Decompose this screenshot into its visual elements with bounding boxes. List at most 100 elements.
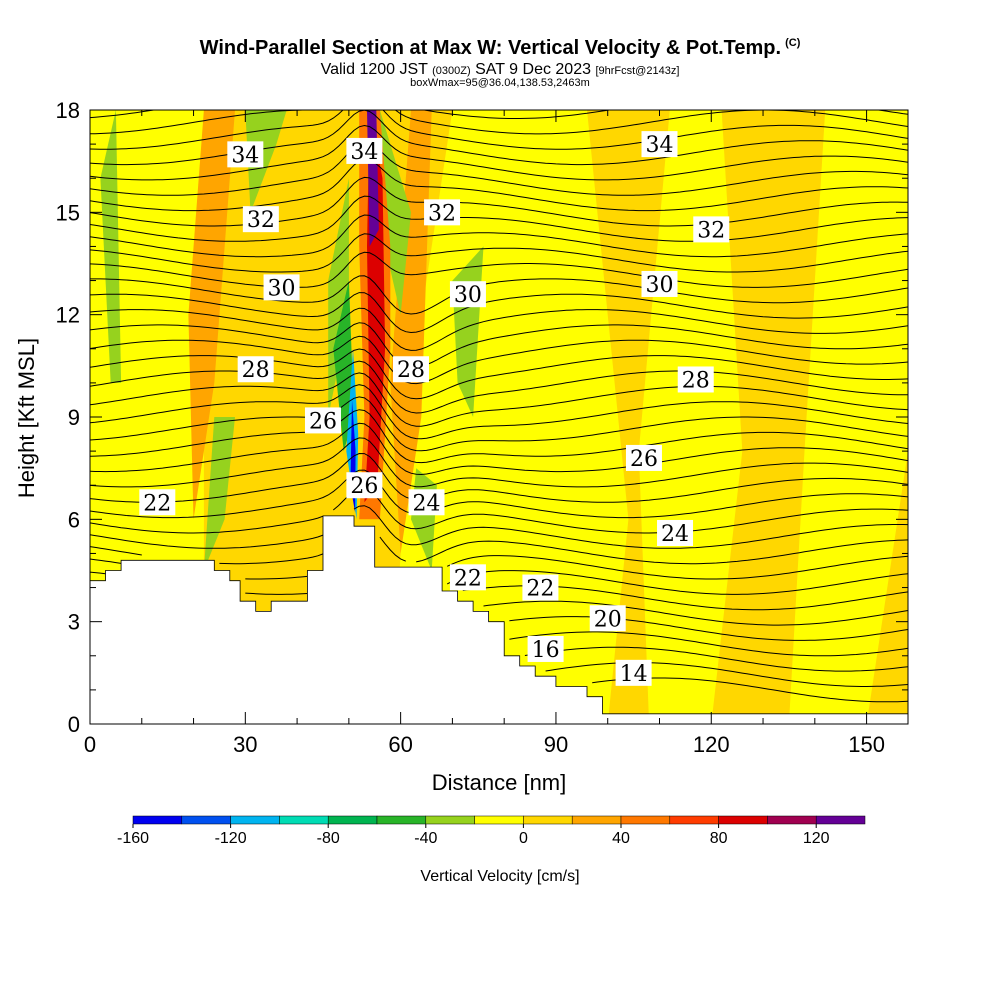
contour-label-20: 20	[589, 605, 626, 632]
isentrope-line	[90, 176, 908, 227]
contour-label-box	[449, 281, 486, 308]
contour-label-text: 34	[645, 133, 673, 158]
contour-label-text: 22	[526, 577, 554, 602]
fill-updraft-lee	[390, 110, 432, 554]
contour-label-34: 34	[227, 141, 264, 168]
colorbar-swatch	[815, 815, 866, 825]
contour-label-26: 26	[304, 407, 341, 434]
colorbar-swatch	[620, 815, 671, 825]
contour-label-text: 24	[661, 522, 689, 547]
isentrope-line	[90, 536, 908, 565]
contour-label-text: 24	[413, 491, 441, 516]
colorbar-swatch	[571, 815, 622, 825]
contour-label-box	[641, 270, 678, 297]
chart-title: Wind-Parallel Section at Max W: Vertical…	[0, 37, 1000, 60]
terrain	[90, 515, 908, 724]
contour-label-box	[237, 356, 274, 383]
x-tick-label: 0	[84, 732, 96, 757]
contour-label-26: 26	[346, 472, 383, 499]
colorbar-swatch	[376, 815, 427, 825]
contour-label-box	[424, 199, 461, 226]
colorbar-swatch	[230, 815, 280, 825]
isentrope-line	[90, 195, 908, 242]
colorbar-tick-label: -40	[414, 830, 437, 847]
colorbar-swatch	[425, 815, 475, 825]
box-info: boxWmax=95@36.04,138.53,2463m	[410, 77, 590, 89]
isentrope-line	[90, 372, 908, 427]
contour-label-box	[139, 489, 176, 516]
isentrope-line	[90, 396, 908, 452]
contour-label-30: 30	[263, 274, 300, 301]
fill-downdraft-g	[379, 110, 411, 315]
contour-label-text: 28	[242, 358, 270, 383]
contour-label-22: 22	[139, 489, 176, 516]
colorbar-swatch	[132, 815, 183, 825]
isentrope-line	[90, 505, 908, 549]
colorbar-swatch	[718, 815, 768, 825]
isentrope-line	[545, 662, 908, 687]
contour-label-text: 22	[454, 566, 482, 591]
isentrope-line	[509, 631, 908, 657]
isentrope-line	[90, 233, 908, 273]
contour-label-box	[346, 137, 383, 164]
isentrope-line	[90, 141, 908, 196]
y-tick-label: 3	[68, 610, 80, 635]
isentrope-line	[90, 307, 908, 351]
isentrope-line	[90, 322, 908, 368]
isentrope-line	[90, 437, 908, 488]
x-tick-label: 90	[544, 732, 568, 757]
contour-label-text: 30	[645, 273, 673, 298]
contour-label-box	[641, 131, 678, 158]
x-tick-label: 120	[693, 732, 730, 757]
y-tick-label: 12	[56, 303, 80, 328]
colorbar: -160 -120 -80 -40 0 40 80 120	[117, 815, 866, 847]
contour-label-28: 28	[392, 356, 429, 383]
contour-label-22: 22	[522, 574, 559, 602]
fill-region-east-b	[788, 110, 908, 724]
isentrope-line	[90, 360, 908, 414]
contour-label-text: 30	[454, 283, 482, 308]
colorbar-swatch	[279, 815, 329, 825]
colorbar-swatch	[327, 815, 378, 825]
potential-temperature-contours	[90, 110, 908, 703]
contour-label-box	[677, 366, 714, 393]
x-axis-title: Distance [nm]	[432, 770, 567, 795]
fill-region-east-a	[638, 110, 743, 724]
contour-label-text: 34	[350, 140, 378, 165]
contour-label-28: 28	[677, 366, 714, 393]
contour-label-32: 32	[424, 199, 461, 226]
isentrope-line	[90, 292, 908, 334]
colorbar-tick-label: -120	[215, 830, 247, 847]
forecast-info: [9hrFcst@2143z]	[595, 65, 680, 77]
terrain-profile	[90, 515, 908, 724]
isentrope-line	[509, 616, 908, 641]
contour-label-box	[242, 206, 279, 233]
colorbar-swatch	[474, 815, 524, 825]
isentrope-line	[90, 110, 908, 150]
colorbar-swatch	[181, 815, 231, 825]
contour-label-box	[589, 605, 626, 632]
colorbar-tick-label: 80	[710, 830, 728, 847]
contour-label-text: 28	[682, 368, 710, 393]
fill-updraft-west	[188, 110, 235, 520]
colorbar-tick-label: 0	[519, 830, 528, 847]
isentrope-line	[90, 335, 908, 385]
isentrope-line	[90, 158, 908, 212]
contour-label-text: 30	[268, 276, 296, 301]
isentrope-line	[90, 384, 908, 440]
isentrope-line	[90, 110, 908, 166]
axes: 0 30 60 90 120 150 0 3 6 9 12 15 18	[56, 98, 908, 757]
y-tick-label: 9	[68, 405, 80, 430]
isentrope-line	[90, 251, 908, 288]
y-tick-label: 15	[56, 200, 80, 225]
contour-label-box	[449, 564, 486, 591]
chart-title-tag: (C)	[785, 37, 801, 50]
contour-label-30: 30	[641, 270, 678, 298]
contour-label-text: 22	[143, 491, 171, 516]
contour-label-text: 26	[350, 474, 378, 499]
isentrope-line	[90, 214, 908, 258]
chart-title-text: Wind-Parallel Section at Max W: Vertical…	[199, 37, 782, 59]
y-tick-label: 0	[68, 712, 80, 737]
contour-label-text: 32	[247, 208, 275, 233]
contour-label-32: 32	[693, 216, 730, 243]
